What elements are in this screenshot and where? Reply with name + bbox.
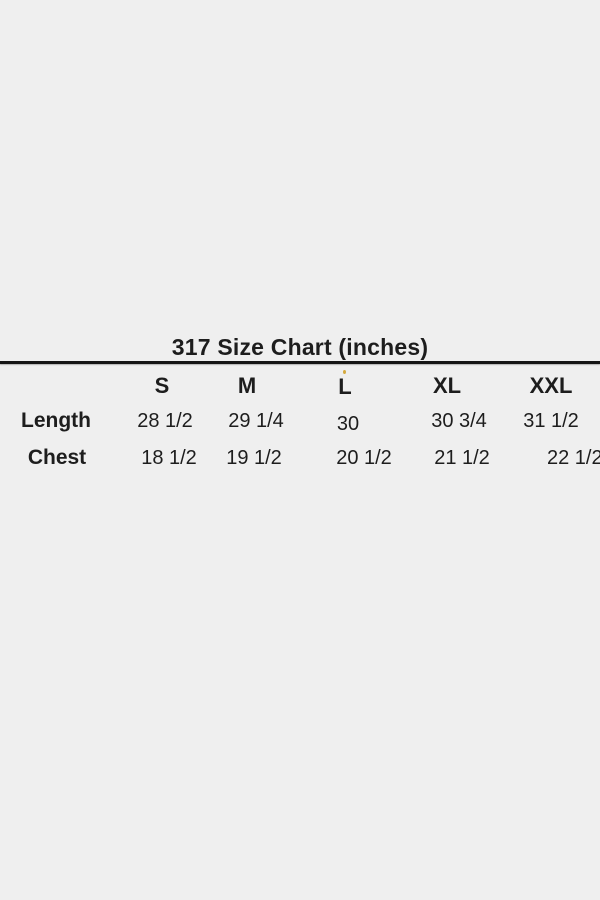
cell-length-xxl: 31 1/2: [523, 410, 579, 432]
cell-chest-m: 19 1/2: [226, 447, 282, 469]
artifact-dot: [343, 370, 346, 374]
header-col-xl: XL: [432, 373, 462, 398]
header-col-s: S: [154, 373, 170, 398]
cell-length-m: 29 1/4: [228, 410, 284, 432]
cell-chest-l: 20 1/2: [336, 447, 392, 469]
cell-length-s: 28 1/2: [137, 410, 193, 432]
divider-line: [0, 361, 600, 364]
chart-title: 317 Size Chart (inches): [171, 334, 429, 360]
cell-length-l: 30: [336, 413, 360, 435]
header-col-m: M: [237, 373, 257, 398]
cell-chest-s: 18 1/2: [141, 447, 197, 469]
header-col-xxl: XXL: [529, 373, 573, 398]
row-label-chest: Chest: [27, 446, 87, 469]
header-col-l: L: [338, 374, 352, 399]
cell-chest-xl: 21 1/2: [434, 447, 490, 469]
cell-length-xl: 30 3/4: [431, 410, 487, 432]
row-label-length: Length: [21, 409, 91, 432]
cell-chest-xxl: 22 1/2: [547, 447, 600, 469]
